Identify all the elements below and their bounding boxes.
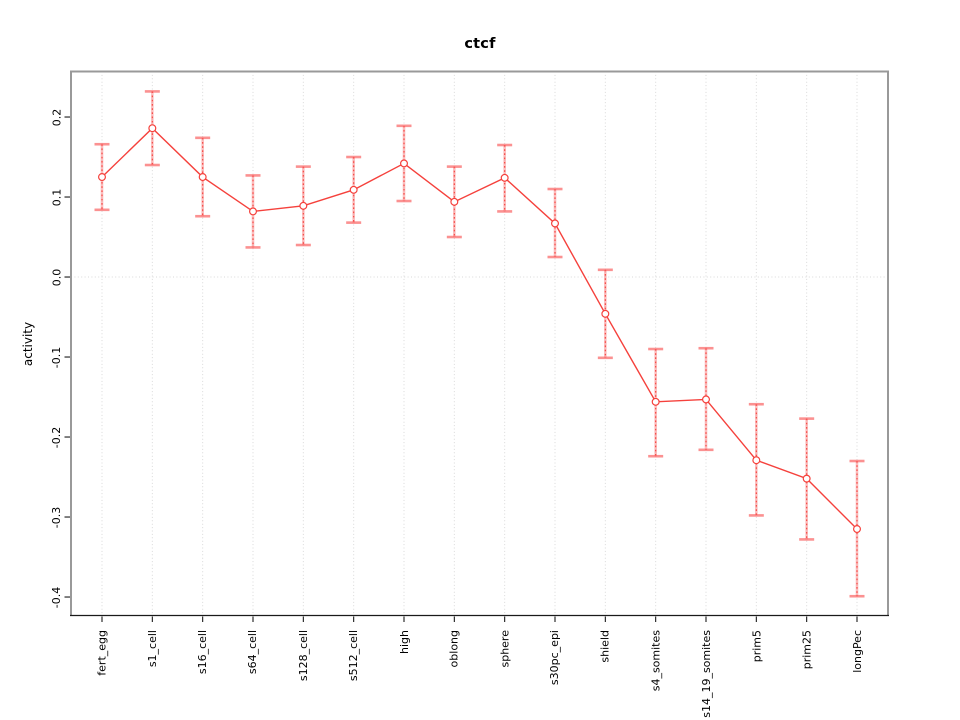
y-tick-label: -0.1 [50, 346, 64, 368]
x-tick-label: shield [598, 630, 612, 663]
y-tick-label: 0.1 [50, 188, 64, 206]
x-tick-label: s1_cell [145, 630, 159, 668]
data-point-marker [148, 124, 157, 133]
x-tick-label: s64_cell [246, 630, 260, 675]
x-tick-label: prim25 [800, 630, 814, 670]
x-tick-label: s30pc_epi [548, 630, 562, 686]
data-point-marker [97, 173, 106, 182]
data-point-marker [550, 219, 559, 228]
data-point-marker [349, 185, 358, 194]
x-tick-label: prim5 [749, 630, 763, 663]
data-point-marker [651, 397, 660, 406]
data-point-marker [198, 173, 207, 182]
x-tick-label: high [397, 630, 411, 654]
data-point-marker [249, 207, 258, 216]
data-point-marker [852, 525, 861, 534]
y-tick-label: -0.2 [50, 426, 64, 448]
y-tick-label: 0.2 [50, 108, 64, 126]
x-tick-label: longPec [850, 630, 864, 673]
y-tick-label: -0.3 [50, 506, 64, 528]
x-tick-label: s128_cell [296, 630, 310, 682]
chart-title: ctcf [464, 36, 496, 52]
data-point-marker [500, 173, 509, 182]
x-tick-label: oblong [447, 630, 461, 668]
data-point-marker [752, 456, 761, 465]
data-point-marker [299, 201, 308, 210]
data-point-marker [601, 309, 610, 318]
x-tick-label: s512_cell [347, 630, 361, 682]
data-point-marker [450, 197, 459, 206]
series-line [101, 127, 858, 530]
x-tick-label: s4_somites [649, 630, 663, 692]
data-point-marker [701, 395, 710, 404]
x-tick-label: s16_cell [196, 630, 210, 675]
x-tick-label: s14_19_somites [699, 630, 713, 718]
x-tick-label: sphere [498, 630, 512, 668]
y-tick-label: 0.0 [50, 268, 64, 286]
y-tick-label: -0.4 [50, 586, 64, 608]
x-tick-label: fert_egg [95, 630, 109, 676]
data-point-marker [802, 474, 811, 483]
data-point-marker [400, 159, 409, 168]
